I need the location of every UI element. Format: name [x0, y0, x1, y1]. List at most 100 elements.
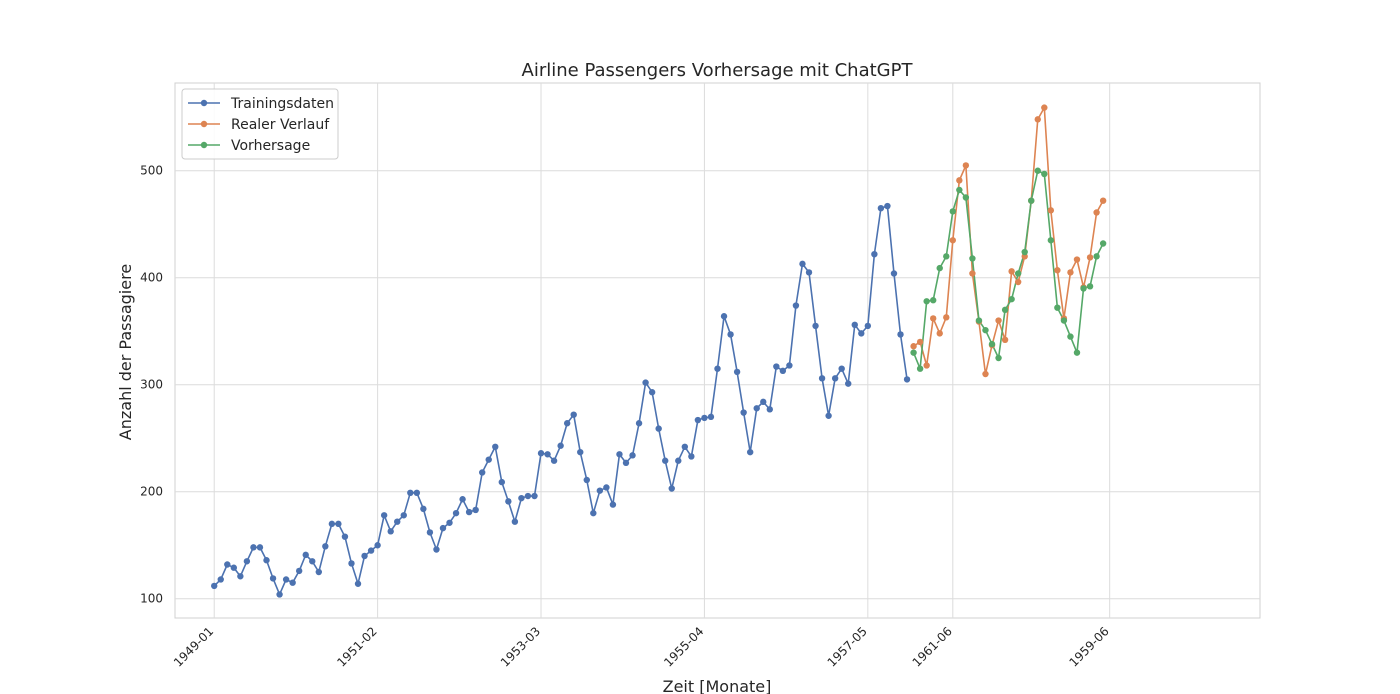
data-point-vorhersage [1014, 270, 1022, 277]
data-point-trainingsdaten [648, 389, 656, 396]
data-point-trainingsdaten [465, 508, 473, 516]
data-point-vorhersage [949, 208, 957, 215]
data-point-trainingsdaten [733, 368, 741, 376]
data-point-realer-verlauf [1054, 267, 1061, 274]
data-point-trainingsdaten [681, 443, 689, 450]
data-point-trainingsdaten [478, 469, 486, 476]
data-point-trainingsdaten [446, 519, 453, 526]
data-point-trainingsdaten [282, 576, 290, 583]
data-point-trainingsdaten [851, 321, 858, 329]
data-point-realer-verlauf [1086, 254, 1094, 261]
legend-marker-trainingsdaten [200, 99, 208, 107]
data-point-trainingsdaten [230, 564, 238, 571]
data-point-trainingsdaten [211, 582, 218, 590]
data-point-trainingsdaten [511, 518, 519, 525]
data-point-trainingsdaten [361, 552, 368, 560]
data-point-trainingsdaten [720, 313, 728, 320]
data-point-vorhersage [1086, 283, 1094, 290]
data-point-trainingsdaten [367, 547, 375, 554]
data-point-trainingsdaten [459, 496, 466, 503]
grid [175, 83, 1260, 618]
data-point-trainingsdaten [537, 450, 545, 457]
y-axis-ticks: 100 200 300 400 500 [140, 164, 163, 606]
legend-label-trainingsdaten: Trainingsdaten [230, 96, 334, 112]
data-point-realer-verlauf [923, 362, 930, 369]
data-point-trainingsdaten [302, 551, 309, 559]
data-point-realer-verlauf [962, 162, 970, 169]
data-point-trainingsdaten [289, 579, 296, 586]
data-point-realer-verlauf [943, 314, 950, 321]
data-point-trainingsdaten [590, 509, 597, 517]
data-point-trainingsdaten [309, 558, 316, 565]
legend-label-vorhersage: Vorhersage [231, 138, 310, 154]
data-point-trainingsdaten [884, 202, 891, 210]
data-point-trainingsdaten [642, 379, 649, 386]
data-point-trainingsdaten [707, 413, 715, 421]
legend-entry-vorhersage: Vorhersage [188, 138, 310, 154]
data-point-vorhersage [956, 186, 963, 194]
data-point-trainingsdaten [773, 363, 780, 370]
data-point-trainingsdaten [694, 416, 702, 424]
data-point-trainingsdaten [315, 568, 322, 576]
data-point-vorhersage [929, 297, 937, 304]
data-point-trainingsdaten [897, 331, 904, 338]
data-point-trainingsdaten [871, 251, 878, 258]
data-point-vorhersage [969, 255, 976, 262]
data-point-trainingsdaten [407, 489, 414, 497]
data-point-trainingsdaten [269, 575, 277, 582]
data-point-trainingsdaten [799, 260, 806, 268]
data-point-trainingsdaten [596, 487, 604, 494]
data-point-realer-verlauf [1099, 197, 1107, 204]
data-point-trainingsdaten [217, 576, 224, 583]
data-point-realer-verlauf [969, 270, 976, 277]
data-point-trainingsdaten [603, 484, 610, 491]
series-points [211, 104, 1107, 598]
data-point-realer-verlauf [1047, 207, 1055, 214]
data-point-trainingsdaten [838, 365, 845, 372]
data-point-vorhersage [916, 365, 924, 372]
data-point-trainingsdaten [753, 405, 760, 412]
data-point-trainingsdaten [766, 406, 773, 413]
data-point-realer-verlauf [1034, 116, 1041, 123]
data-point-realer-verlauf [910, 343, 917, 350]
data-point-trainingsdaten [622, 459, 630, 467]
y-tick-label: 500 [140, 164, 163, 178]
data-point-trainingsdaten [518, 494, 525, 502]
data-point-vorhersage [1099, 240, 1107, 247]
data-point-trainingsdaten [858, 330, 865, 337]
data-point-vorhersage [1054, 304, 1061, 311]
data-point-vorhersage [988, 340, 996, 348]
data-point-trainingsdaten [655, 425, 662, 432]
x-axis-label: Zeit [Monate] [663, 677, 772, 694]
data-point-vorhersage [1093, 253, 1100, 260]
y-tick-label: 100 [140, 592, 163, 606]
data-point-realer-verlauf [1041, 104, 1048, 111]
data-point-realer-verlauf [1067, 269, 1074, 276]
data-point-vorhersage [1008, 295, 1015, 303]
data-point-vorhersage [962, 194, 970, 201]
data-point-vorhersage [1041, 170, 1048, 178]
data-point-realer-verlauf [1014, 278, 1022, 286]
data-point-vorhersage [982, 326, 989, 334]
data-point-trainingsdaten [570, 411, 577, 418]
data-point-trainingsdaten [387, 528, 394, 535]
data-point-trainingsdaten [740, 409, 747, 416]
data-point-trainingsdaten [779, 367, 787, 375]
data-point-trainingsdaten [256, 544, 264, 551]
y-tick-label: 300 [140, 378, 163, 392]
data-point-realer-verlauf [916, 338, 924, 346]
data-point-trainingsdaten [616, 451, 623, 458]
data-point-trainingsdaten [845, 380, 852, 387]
legend-entry-realer-verlauf: Realer Verlauf [188, 117, 330, 133]
y-axis-label: Anzahl der Passagiere [116, 264, 135, 440]
data-point-realer-verlauf [982, 370, 989, 378]
chart-title: Airline Passengers Vorhersage mit ChatGP… [522, 60, 914, 81]
data-point-trainingsdaten [250, 544, 257, 551]
data-point-trainingsdaten [805, 269, 813, 276]
data-point-vorhersage [1047, 237, 1055, 244]
x-tick-label: 1949-01 [171, 624, 216, 669]
data-point-trainingsdaten [439, 524, 447, 532]
data-point-trainingsdaten [727, 331, 734, 338]
legend-entry-trainingsdaten: Trainingsdaten [188, 96, 334, 112]
